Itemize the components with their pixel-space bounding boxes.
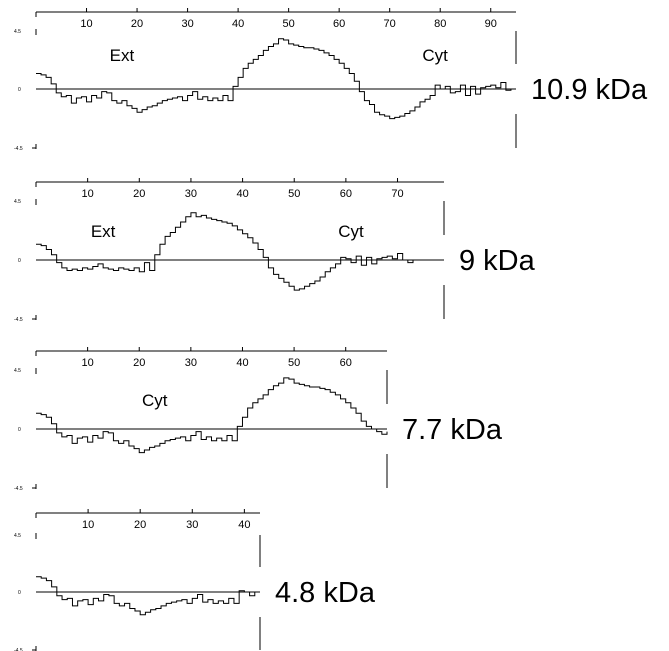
x-tick-label: 80 — [434, 18, 446, 30]
x-tick-label: 50 — [288, 188, 300, 200]
y-tick-label: -4.5 — [14, 317, 23, 323]
x-tick-label: 10 — [81, 357, 93, 369]
x-tick-label: 20 — [133, 188, 145, 200]
x-tick-label: 50 — [288, 357, 300, 369]
y-tick-label: -4.5 — [14, 146, 23, 152]
y-tick-label: 4.5 — [14, 199, 21, 205]
x-tick-label: 70 — [391, 188, 403, 200]
region-label: Cyt — [422, 46, 448, 65]
hydropathy-series-line — [36, 38, 516, 120]
x-tick-label: 20 — [131, 18, 143, 30]
x-tick-label: 70 — [384, 18, 396, 30]
hydropathy-series-line — [36, 576, 260, 616]
hydropathy-panel: 10 20 30 40 50 60 70 80 90 4.5 0 -4.5 Ext Cyt 10.9 kDa — [14, 8, 648, 152]
x-tick-label: 50 — [283, 18, 295, 30]
y-tick-label: 4.5 — [14, 368, 21, 374]
hydropathy-panel: 10 20 30 40 4.5 0 -4.5 4.8 kDa — [14, 509, 376, 651]
x-tick-label: 60 — [340, 357, 352, 369]
molecular-mass-label: 9 kDa — [459, 245, 536, 277]
y-tick-label: 0 — [18, 590, 21, 596]
y-tick-label: 0 — [18, 258, 21, 264]
hydropathy-series-line — [36, 377, 388, 454]
molecular-mass-label: 7.7 kDa — [402, 414, 503, 446]
x-tick-label: 90 — [485, 18, 497, 30]
x-tick-label: 20 — [134, 519, 146, 531]
hydropathy-series-line — [36, 212, 444, 291]
y-tick-label: -4.5 — [14, 648, 23, 651]
hydropathy-panel: 10 20 30 40 50 60 4.5 0 -4.5 Cyt 7.7 kDa — [14, 347, 503, 492]
x-tick-label: 20 — [133, 357, 145, 369]
y-tick-label: -4.5 — [14, 486, 23, 492]
x-tick-label: 60 — [340, 188, 352, 200]
molecular-mass-label: 4.8 kDa — [275, 577, 376, 609]
x-tick-label: 40 — [238, 519, 250, 531]
x-tick-label: 30 — [185, 357, 197, 369]
y-tick-label: 0 — [18, 427, 21, 433]
hydropathy-panel: 10 20 30 40 50 60 70 4.5 0 -4.5 Ext Cyt 9 kDa — [14, 178, 536, 323]
region-label: Cyt — [338, 222, 364, 241]
x-tick-label: 30 — [181, 18, 193, 30]
x-tick-label: 10 — [82, 519, 94, 531]
y-tick-label: 4.5 — [14, 29, 21, 35]
x-tick-label: 10 — [80, 18, 92, 30]
region-label: Ext — [110, 46, 135, 65]
x-tick-label: 40 — [236, 188, 248, 200]
x-tick-label: 40 — [232, 18, 244, 30]
y-tick-label: 0 — [18, 87, 21, 93]
x-tick-label: 10 — [82, 188, 94, 200]
molecular-mass-label: 10.9 kDa — [531, 74, 648, 106]
x-tick-label: 30 — [186, 519, 198, 531]
region-label: Ext — [91, 222, 116, 241]
x-tick-label: 40 — [236, 357, 248, 369]
region-label: Cyt — [142, 391, 168, 410]
y-tick-label: 4.5 — [14, 533, 21, 539]
x-tick-label: 30 — [185, 188, 197, 200]
x-tick-label: 60 — [333, 18, 345, 30]
